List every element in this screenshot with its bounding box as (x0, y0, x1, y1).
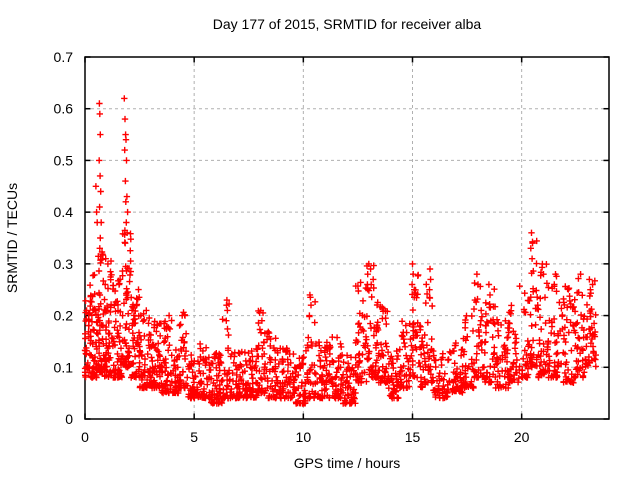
y-tick-labels: 0 0.1 0.2 0.3 0.4 0.5 0.6 0.7 (54, 49, 74, 427)
y-tick-label: 0.4 (54, 204, 74, 220)
y-tick-label: 0.2 (54, 308, 74, 324)
x-tick-label: 5 (190, 429, 198, 445)
y-tick-label: 0.3 (54, 256, 74, 272)
y-tick-label: 0.1 (54, 359, 74, 375)
x-tick-labels: 0 5 10 15 20 (81, 429, 530, 445)
x-tick-label: 0 (81, 429, 89, 445)
y-tick-label: 0.7 (54, 49, 74, 65)
scatter-points (81, 95, 599, 407)
x-tick-label: 15 (405, 429, 421, 445)
x-tick-label: 10 (296, 429, 312, 445)
y-tick-label: 0 (65, 411, 73, 427)
y-tick-label: 0.5 (54, 152, 74, 168)
x-axis-label: GPS time / hours (294, 455, 401, 471)
plot-border (84, 56, 610, 420)
y-axis-label: SRMTID / TECUs (4, 183, 20, 293)
y-tick-label: 0.6 (54, 101, 74, 117)
x-tick-label: 20 (514, 429, 530, 445)
chart-title: Day 177 of 2015, SRMTID for receiver alb… (213, 16, 482, 32)
